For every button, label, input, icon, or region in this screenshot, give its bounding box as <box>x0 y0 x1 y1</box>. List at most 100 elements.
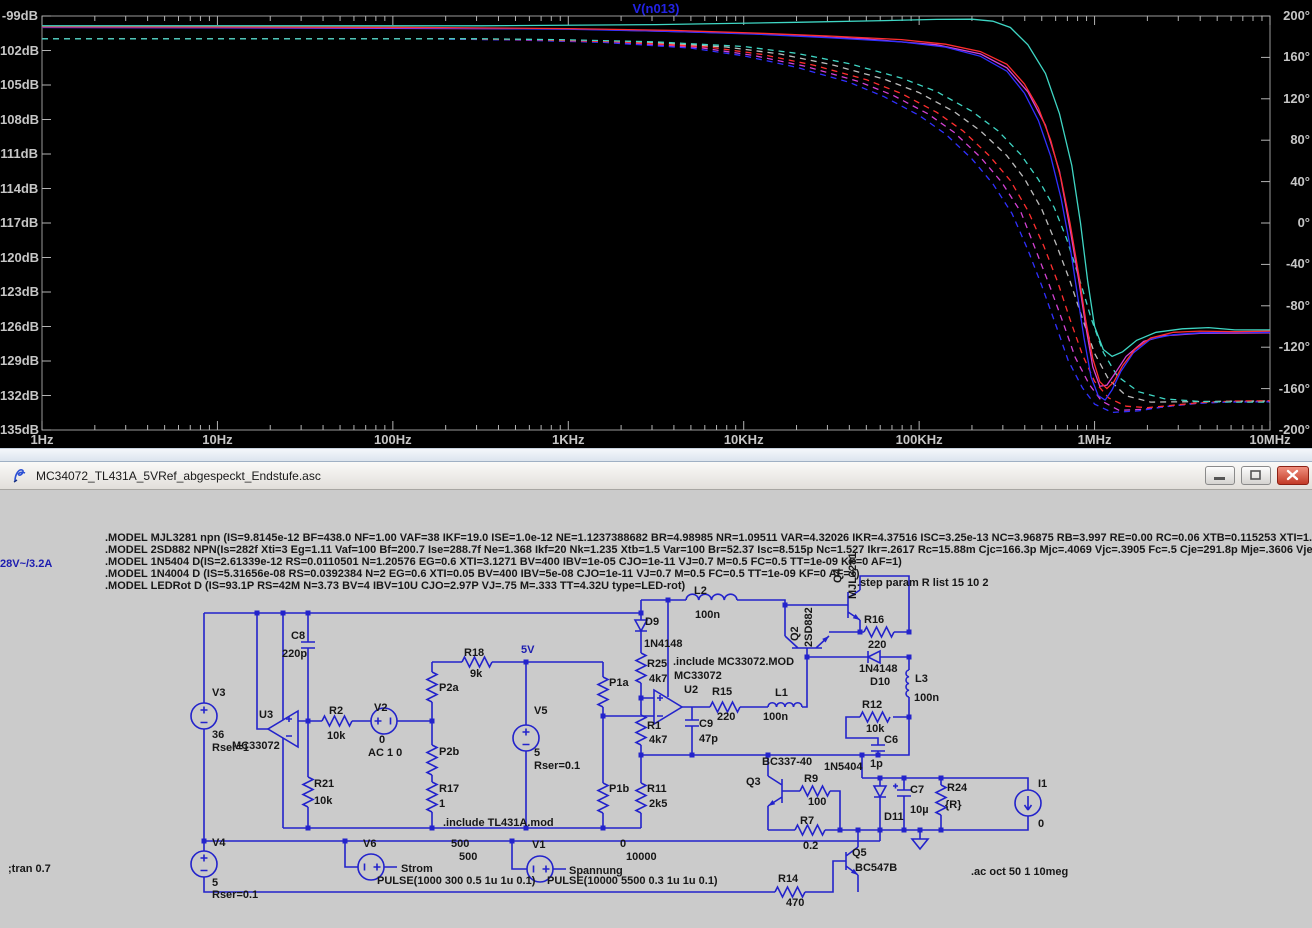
schematic-label: V2 <box>374 702 387 714</box>
y-axis-left-label: 132dB <box>0 389 38 403</box>
schematic-label: L1 <box>775 687 788 699</box>
capacitor-C9[interactable] <box>685 720 699 726</box>
transistor-Q3[interactable] <box>768 776 782 806</box>
trace-mag-blue <box>42 28 1270 401</box>
wire-junction <box>860 753 865 758</box>
y-axis-left-label: 120dB <box>0 251 38 265</box>
x-axis-label: 100KHz <box>879 433 959 447</box>
y-axis-right-label: 40° <box>1274 175 1310 189</box>
ltspice-app: V(n013) -99dB102dB105dB108dB111dB114dB11… <box>0 0 1312 928</box>
schematic-label: 1N4148 <box>859 663 898 675</box>
resistor-R11[interactable] <box>636 783 646 813</box>
schematic-label: 220p <box>282 648 307 660</box>
bode-plot <box>0 0 1312 448</box>
resistor-R21[interactable] <box>303 777 313 807</box>
schematic-label: 100n <box>695 609 720 621</box>
resistor-R9[interactable] <box>800 786 830 796</box>
resistor-P2a[interactable] <box>427 672 437 702</box>
resistor-R2[interactable] <box>322 716 352 726</box>
schematic-label: 1N4148 <box>644 638 683 650</box>
vsource-V3[interactable] <box>191 703 217 729</box>
schematic-label: .include MC33072.MOD <box>673 656 794 668</box>
waveform-pane[interactable]: V(n013) -99dB102dB105dB108dB111dB114dB11… <box>0 0 1312 448</box>
schematic-label: PULSE(10000 5500 0.3 1u 1u 0.1) <box>547 875 718 887</box>
wire-junction <box>902 776 907 781</box>
diode-D11[interactable] <box>874 786 886 797</box>
wire-junction <box>601 714 606 719</box>
y-axis-right-label: -40° <box>1274 257 1310 271</box>
capacitor-C6[interactable] <box>871 745 885 751</box>
schematic-label: MC33072 <box>674 670 722 682</box>
schematic-label: .MODEL 1N4004 D (IS=5.31656e-08 RS=0.039… <box>105 568 860 580</box>
vsource-V4[interactable] <box>191 851 217 877</box>
wire-junction <box>907 655 912 660</box>
schematic-label: 1 <box>439 798 445 810</box>
schematic-label: D11 <box>884 811 904 823</box>
y-axis-left-label: -99dB <box>0 9 38 23</box>
schematic-label: C9 <box>699 718 713 730</box>
resistor-P1b[interactable] <box>598 783 608 813</box>
schematic-label: 28V~/3.2A <box>0 558 52 570</box>
schematic-label: 4k7 <box>649 734 667 746</box>
wire-junction <box>524 660 529 665</box>
y-axis-right-label: 200° <box>1274 9 1310 23</box>
schematic-canvas[interactable]: .MODEL MJL3281 npn (IS=9.8145e-12 BF=438… <box>0 490 1312 928</box>
wire-junction <box>343 839 348 844</box>
schematic-label: 1N5404 <box>824 761 863 773</box>
isource-I1[interactable] <box>1015 790 1041 816</box>
schematic-label: 47p <box>699 733 718 745</box>
window-separator <box>0 448 1312 462</box>
ground-symbol[interactable] <box>912 839 928 849</box>
resistor-R16[interactable] <box>864 627 894 637</box>
wire-junction <box>690 753 695 758</box>
trace-phase-red <box>42 39 1270 408</box>
schematic-label: 2SD882 <box>803 607 815 647</box>
resistor-R17[interactable] <box>427 782 437 812</box>
schematic-label: MC33072 <box>232 740 280 752</box>
trace-mag-teal <box>42 19 1270 356</box>
schematic-label: ;tran 0.7 <box>8 863 51 875</box>
schematic-label: R21 <box>314 778 334 790</box>
schematic-label: 0 <box>1038 818 1044 830</box>
plot-border <box>42 16 1270 430</box>
schematic-label: Strom <box>401 863 433 875</box>
x-axis-label: 100Hz <box>353 433 433 447</box>
resistor-R1[interactable] <box>636 715 646 745</box>
y-axis-left-label: 117dB <box>0 216 38 230</box>
resistor-P1a[interactable] <box>598 677 608 707</box>
schematic-label: Q5 <box>852 847 867 859</box>
inductor-L1[interactable] <box>768 703 802 707</box>
schematic-label: V1 <box>532 839 545 851</box>
minimize-button[interactable] <box>1205 466 1235 485</box>
trace-mag-red <box>42 27 1270 389</box>
schematic-label: 10k <box>327 730 346 742</box>
wire-junction <box>805 655 810 660</box>
trace-mag-magenta <box>42 27 1270 386</box>
schematic-label: R18 <box>464 647 484 659</box>
schematic-label: I1 <box>1038 778 1047 790</box>
schematic-label: 100n <box>914 692 939 704</box>
close-button[interactable] <box>1277 466 1309 485</box>
wire-junction <box>858 630 863 635</box>
inductor-L3[interactable] <box>906 670 909 697</box>
resistor-R14[interactable] <box>775 887 805 897</box>
wire-junction <box>939 828 944 833</box>
schematic-label: P1a <box>609 677 629 689</box>
schematic-label: MJL3281 <box>847 553 859 599</box>
schematic-label: R24 <box>947 782 968 794</box>
resistor-P2b[interactable] <box>427 745 437 775</box>
schematic-label: U2 <box>684 684 698 696</box>
diode-D10[interactable] <box>868 651 880 663</box>
schematic-label: 10000 <box>626 851 657 863</box>
schematic-label: Rser=0.1 <box>534 760 580 772</box>
schematic-label: R14 <box>778 873 799 885</box>
resistor-R25[interactable] <box>636 653 646 683</box>
plot-title[interactable]: V(n013) <box>0 1 1312 16</box>
schematic-label: V6 <box>363 838 376 850</box>
schematic-label: 0.2 <box>803 840 818 852</box>
maximize-restore-button[interactable] <box>1241 466 1271 485</box>
schematic-label: .MODEL 2SD882 NPN(Is=282f Xti=3 Eg=1.11 … <box>105 544 1312 556</box>
capacitor-C7[interactable] <box>897 790 911 796</box>
resistor-R12[interactable] <box>860 712 890 722</box>
schematic-label: Rser=0.1 <box>212 889 258 901</box>
